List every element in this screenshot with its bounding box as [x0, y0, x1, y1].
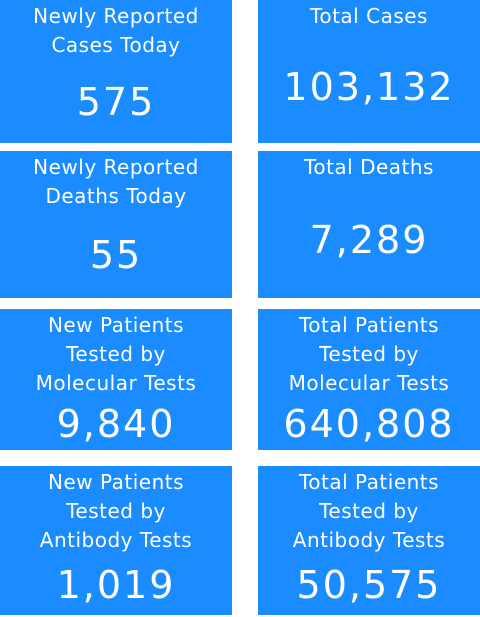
- tile-value: 9,840: [56, 402, 176, 446]
- tile-value: 55: [89, 232, 143, 277]
- tile-value: 575: [76, 79, 156, 124]
- tile-label: Antibody Tests: [39, 528, 193, 552]
- tile-label: Tested by: [66, 499, 166, 523]
- stat-tile: Total Patients Tested by Antibody Tests 50,…: [258, 466, 480, 615]
- tile-label: Total Patients: [298, 313, 440, 337]
- tile-label: New Patients: [47, 313, 185, 337]
- stat-tile: New Patients Tested by Molecular Tests 9,84…: [0, 309, 232, 450]
- tile-value: 50,575: [296, 563, 442, 607]
- tile-label: Molecular Tests: [35, 371, 197, 395]
- tile-label: Total Patients: [298, 470, 440, 494]
- tile-label: Total Deaths: [304, 155, 434, 179]
- tile-label: Tested by: [319, 342, 419, 366]
- stat-tile: Total Patients Tested by Molecular Tests 64…: [258, 309, 480, 450]
- tile-label: Tested by: [319, 499, 419, 523]
- tile-label: Deaths Today: [45, 184, 187, 208]
- tile-label: Cases Today: [51, 33, 181, 57]
- tile-label: Tested by: [66, 342, 166, 366]
- stat-tile: Total Deaths 7,289: [258, 151, 480, 298]
- stat-tile: Total Cases 103,132: [258, 0, 480, 143]
- tile-value: 640,808: [283, 402, 455, 446]
- tile-value: 103,132: [283, 65, 455, 109]
- tile-value: 7,289: [309, 218, 429, 262]
- stat-tile: New Patients Tested by Antibody Tests 1,019: [0, 466, 232, 615]
- tile-label: New Patients: [47, 470, 185, 494]
- stat-tile: Newly Reported Deaths Today 55: [0, 151, 232, 298]
- tile-label: Newly Reported: [33, 4, 199, 28]
- tile-label: Molecular Tests: [288, 371, 450, 395]
- stat-tile: Newly Reported Cases Today 575: [0, 0, 232, 143]
- tile-label: Newly Reported: [33, 155, 199, 179]
- tile-value: 1,019: [56, 563, 176, 607]
- tile-label: Antibody Tests: [292, 528, 446, 552]
- tile-label: Total Cases: [310, 4, 428, 28]
